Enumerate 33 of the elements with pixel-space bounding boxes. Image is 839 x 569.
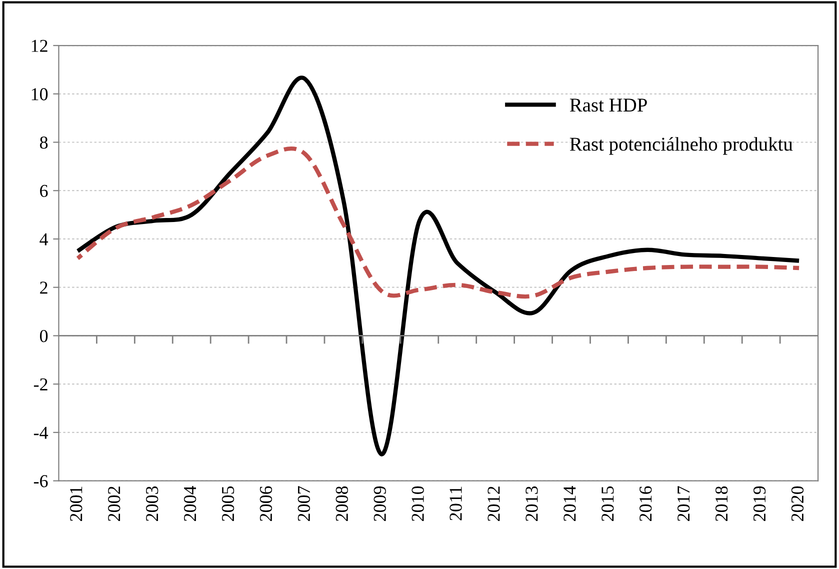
legend-label: Rast HDP xyxy=(570,98,647,112)
y-tick-label: -4 xyxy=(34,426,48,439)
x-tick-label: 2007 xyxy=(298,486,310,521)
line-series xyxy=(76,77,802,456)
y-tick-label: 0 xyxy=(40,330,48,342)
y-tick-label: 10 xyxy=(32,88,48,100)
x-tick-label: 2020 xyxy=(791,486,804,521)
x-tick-label: 2006 xyxy=(260,486,272,521)
x-tick-label: 2018 xyxy=(715,486,728,521)
x-tick-label: 2009 xyxy=(374,486,386,521)
y-tick-label: 4 xyxy=(40,233,48,246)
y-tick-label: 8 xyxy=(40,136,48,149)
x-tick-label: 2012 xyxy=(488,486,500,521)
x-tick-label: 2017 xyxy=(677,486,690,521)
legend-label: Rast potenciálneho produktu xyxy=(570,137,793,155)
x-tick-label: 2004 xyxy=(184,486,196,521)
x-tick-label: 2016 xyxy=(640,486,652,521)
x-tick-label: 2015 xyxy=(602,486,614,521)
y-tick-label: -2 xyxy=(34,378,48,390)
x-tick-label: 2013 xyxy=(526,486,538,521)
x-tick-label: 2011 xyxy=(450,486,462,520)
x-tick-label: 2008 xyxy=(336,486,348,521)
y-tick-label: 2 xyxy=(40,282,48,294)
x-tick-label: 2019 xyxy=(753,486,766,521)
y-tick-label: -6 xyxy=(34,475,48,488)
x-tick-label: 2003 xyxy=(146,486,158,521)
x-tick-label: 2005 xyxy=(222,486,234,521)
y-tick-label: 6 xyxy=(40,184,48,198)
x-tick-label: 2001 xyxy=(70,486,82,521)
y-tick-label: 12 xyxy=(32,40,48,52)
x-tick-label: 2002 xyxy=(108,486,120,521)
x-tick-label: 2014 xyxy=(564,486,576,521)
x-tick-label: 2010 xyxy=(412,486,424,521)
